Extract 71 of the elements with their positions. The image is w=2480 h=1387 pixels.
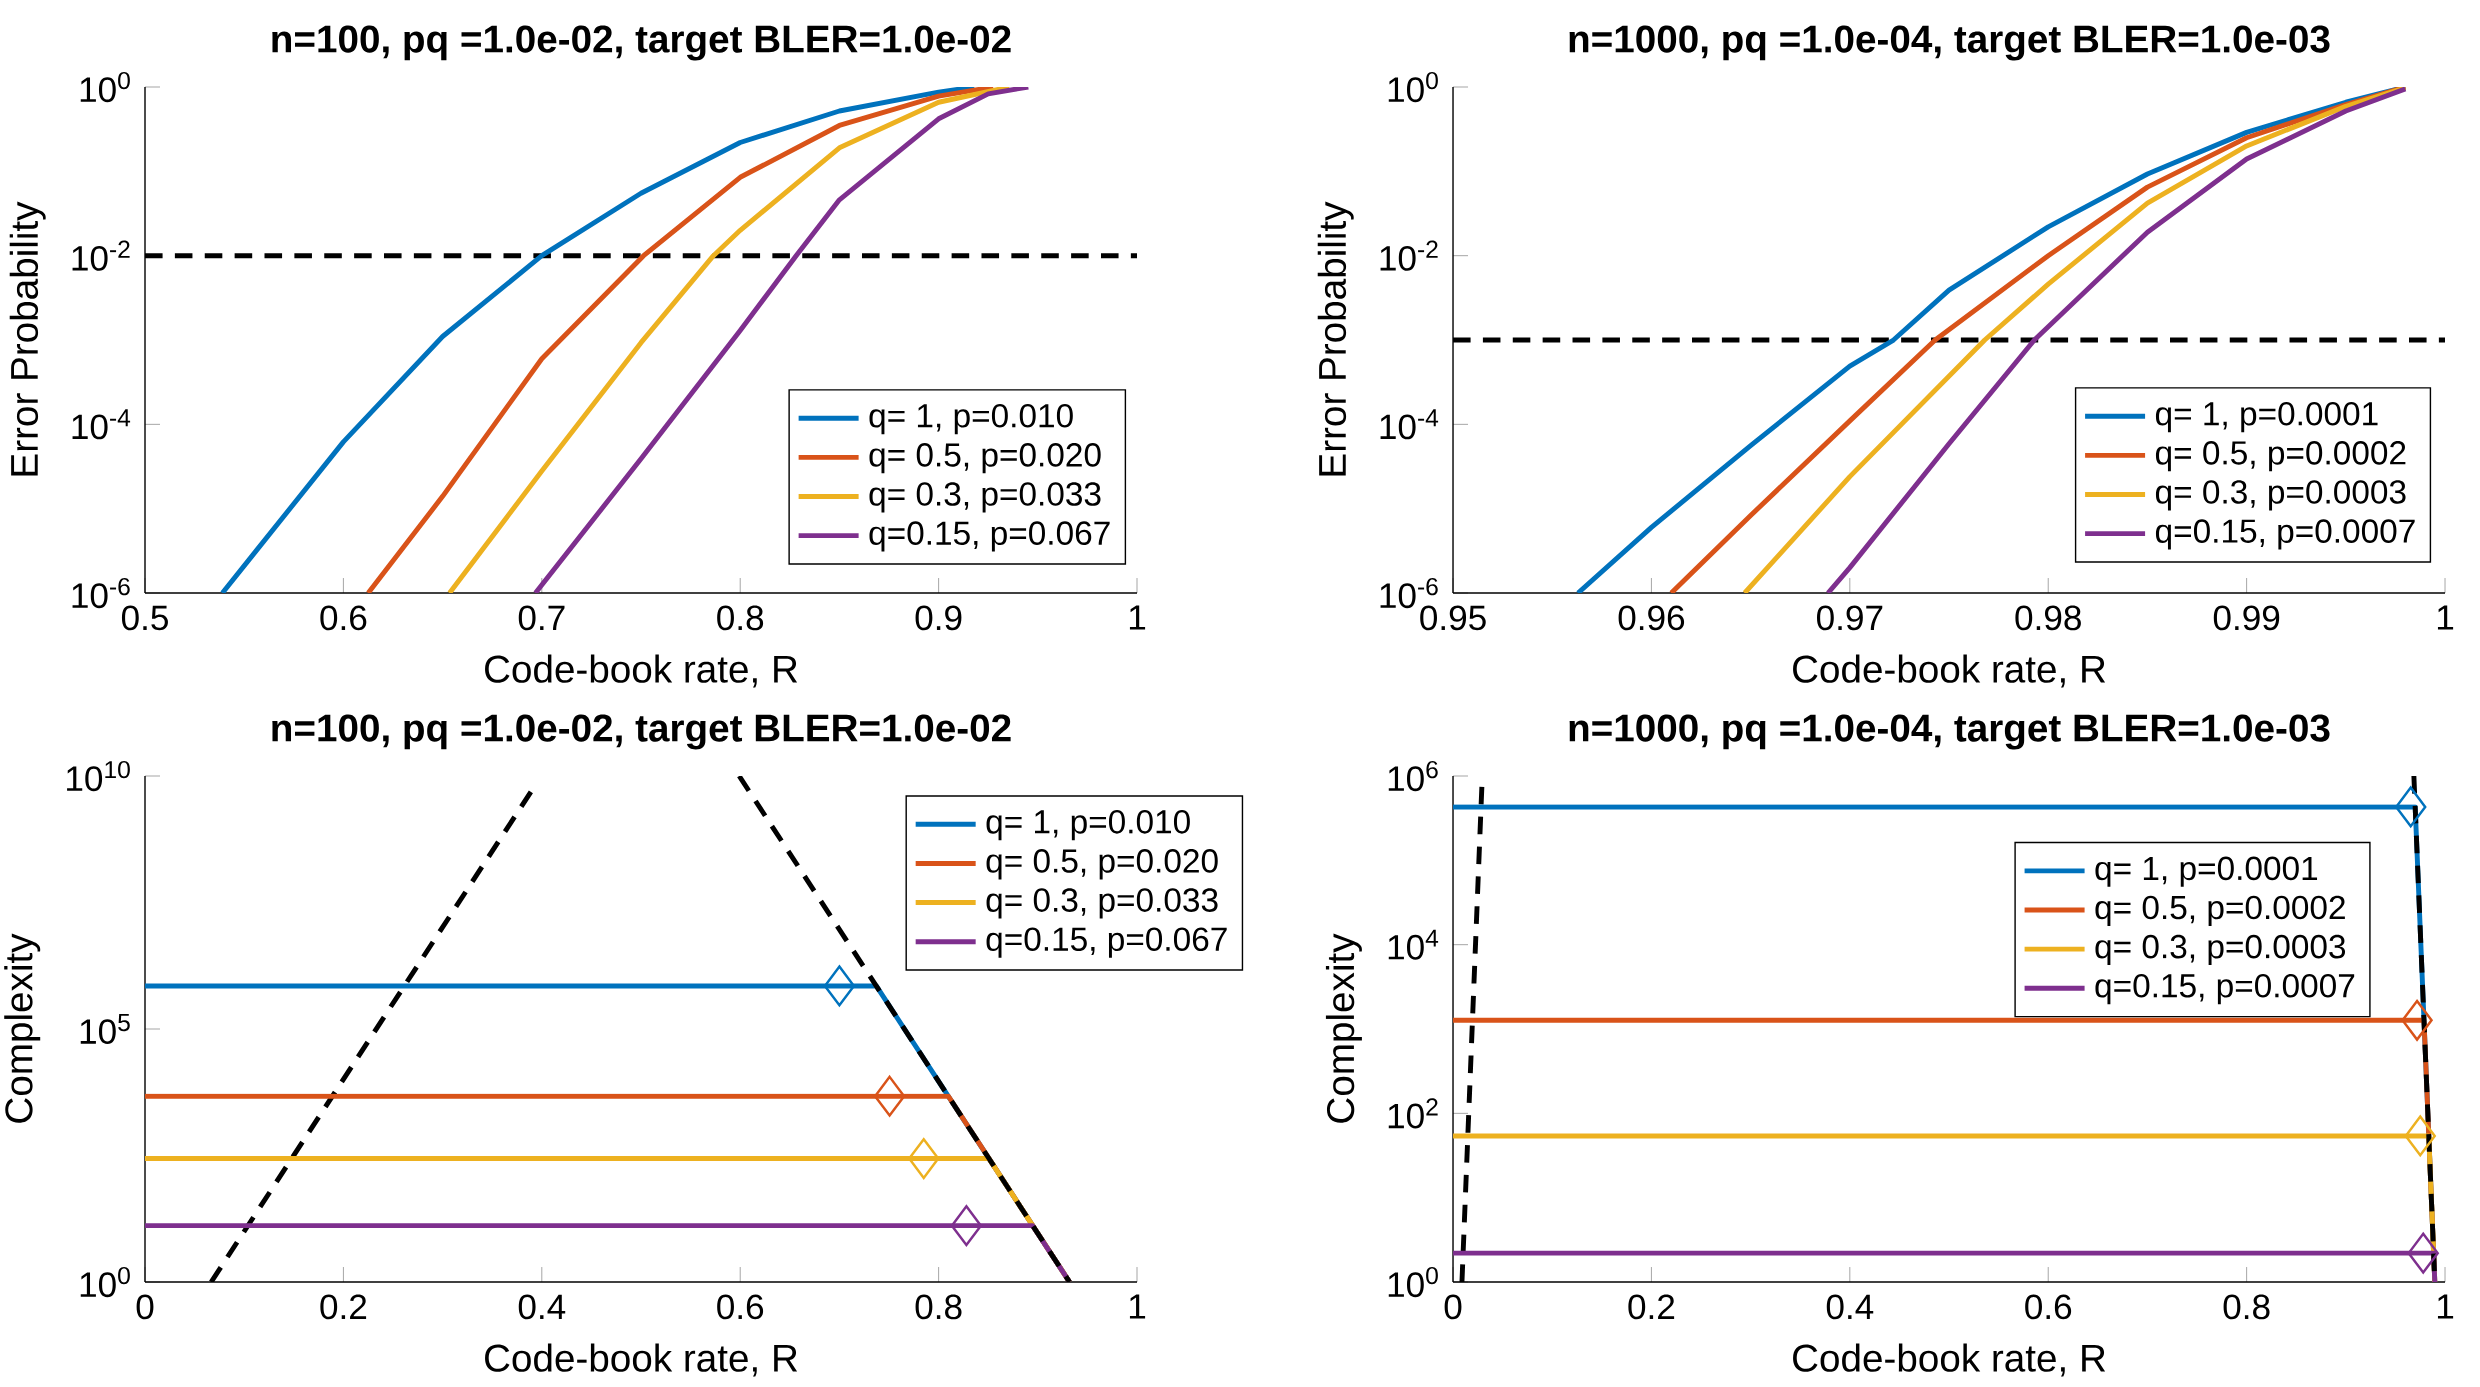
y-tick-label: 10$^{-2}$	[72, 240, 130, 271]
point	[873, 1075, 906, 1117]
x-tick-label: 0.7	[518, 605, 565, 631]
x-tick-label: 0.4	[518, 1294, 566, 1320]
x-tick-label: 0	[136, 1294, 154, 1320]
legend-label: q= 0.5, p=0.020	[869, 443, 1101, 474]
x-tick-label: 0.99	[2213, 605, 2280, 631]
y-axis-title: Error Probability	[1317, 201, 1354, 476]
x-tick-label: 1	[2437, 605, 2454, 630]
legend-label: q=0.15, p=0.0007	[2095, 973, 2355, 1005]
y-tick-label: 10$^{0}$	[80, 71, 130, 103]
x-tick-label: 0.8	[915, 1294, 962, 1320]
legend-label: q= 1, p=0.010	[869, 403, 1073, 435]
point	[2394, 786, 2427, 828]
x-tick-label: 0.2	[320, 1294, 367, 1320]
y-tick-label: 10$^{6}$	[1388, 760, 1438, 792]
y-axis-title: Complexity	[1325, 933, 1362, 1123]
y-axis-title: Complexity	[4, 933, 41, 1123]
x-tick-label: 1	[1129, 1294, 1146, 1319]
point	[2401, 999, 2433, 1041]
point	[2404, 1115, 2436, 1157]
x-tick-label: 0.2	[1628, 1294, 1675, 1320]
y-tick-label: 10$^{0}$	[1388, 1266, 1438, 1298]
legend-label: q= 1, p=0.0001	[2095, 856, 2318, 887]
legend-label: q=0.15, p=0.067	[986, 927, 1227, 958]
point	[950, 1205, 983, 1247]
x-axis-title: Code-book rate, R	[485, 1343, 798, 1377]
legend-label: q= 0.3, p=0.033	[869, 482, 1101, 513]
x-tick-label: 0.6	[717, 1294, 764, 1320]
y-axis-title: Error Probability	[9, 201, 46, 476]
y-tick-label: 10$^{0}$	[1388, 71, 1438, 103]
x-axis-title: Code-book rate, R	[1793, 1343, 2106, 1377]
y-tick-label: 10$^{2}$	[1388, 1098, 1438, 1129]
legend-label: q= 0.3, p=0.0003	[2155, 480, 2406, 511]
legend-label: q= 0.5, p=0.020	[986, 849, 1218, 880]
x-axis-title: Code-book rate, R	[485, 654, 798, 688]
legend-label: q= 0.5, p=0.0002	[2155, 441, 2406, 472]
legend-label: q= 0.5, p=0.0002	[2095, 895, 2345, 926]
y-tick-label: 10$^{-2}$	[1380, 240, 1438, 271]
y-tick-label: 10$^{10}$	[67, 760, 130, 792]
x-tick-label: 0.8	[2223, 1294, 2270, 1320]
y-tick-label: 10$^{-4}$	[72, 409, 131, 440]
x-tick-label: 0.97	[1817, 605, 1883, 631]
x-tick-label: 0.6	[320, 605, 367, 631]
point	[2407, 1232, 2439, 1274]
legend-label: q= 1, p=0.0001	[2155, 401, 2378, 433]
point	[908, 1138, 940, 1180]
y-tick-label: 10$^{4}$	[1388, 929, 1439, 960]
y-tick-label: 10$^{0}$	[80, 1266, 130, 1298]
x-tick-label: 0.96	[1618, 605, 1685, 631]
legend-label: q=0.15, p=0.0007	[2155, 519, 2415, 550]
chart-title: n=100, pq =1.0e-02, target BLER=1.0e-02	[272, 25, 1011, 61]
x-tick-label: 0.4	[1826, 1294, 1874, 1320]
y-tick-label: 10$^{-4}$	[1380, 409, 1439, 440]
x-tick-label: 0	[1444, 1294, 1462, 1320]
legend-label: q= 0.3, p=0.033	[986, 888, 1218, 919]
x-tick-label: 1	[2437, 1294, 2454, 1319]
chart-title: n=1000, pq =1.0e-04, target BLER=1.0e-03	[1569, 25, 2330, 61]
y-tick-label: 10$^{5}$	[80, 1014, 130, 1045]
x-tick-label: 0.6	[2025, 1294, 2072, 1320]
x-tick-label: 0.98	[2015, 605, 2081, 631]
x-axis-title: Code-book rate, R	[1793, 654, 2106, 688]
legend-label: q= 1, p=0.010	[986, 809, 1190, 841]
legend-label: q=0.15, p=0.067	[869, 521, 1110, 552]
x-tick-label: 0.8	[717, 605, 764, 631]
x-tick-label: 0.9	[915, 605, 962, 631]
legend-label: q= 0.3, p=0.0003	[2095, 934, 2346, 966]
chart-title: n=100, pq =1.0e-02, target BLER=1.0e-02	[272, 714, 1011, 750]
point	[823, 965, 856, 1007]
chart-title: n=1000, pq =1.0e-04, target BLER=1.0e-03	[1569, 714, 2330, 750]
x-tick-label: 1	[1129, 605, 1146, 630]
